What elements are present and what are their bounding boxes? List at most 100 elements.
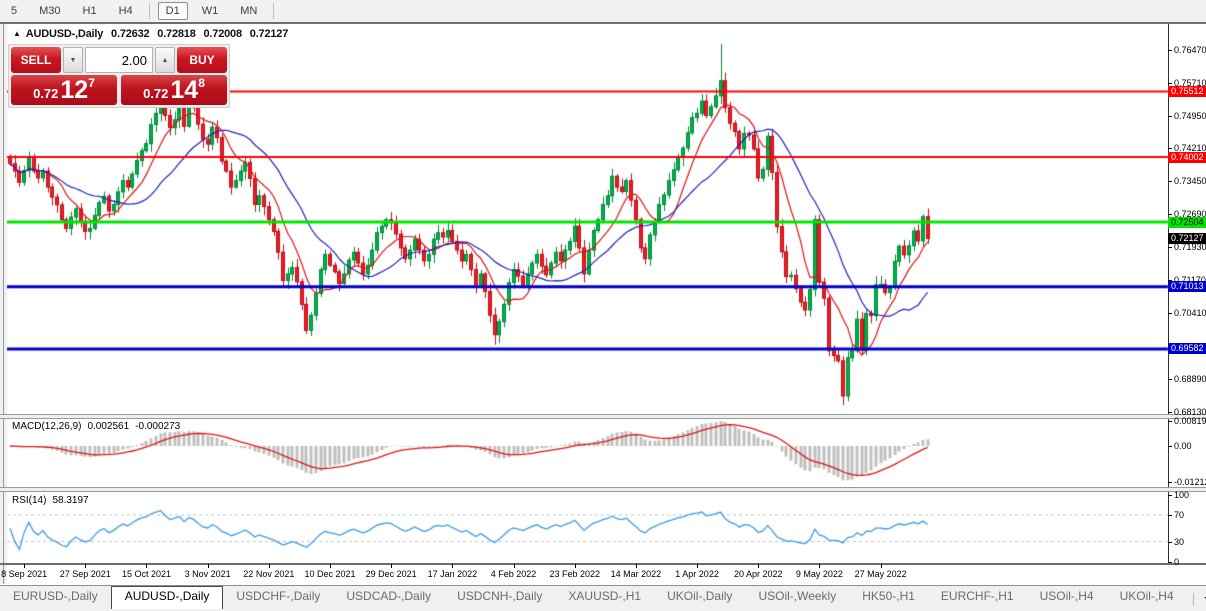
price-axis-tick xyxy=(1168,49,1172,51)
chart-tab-bar: EURUSD-,Daily AUDUSD-,Daily USDCHF-,Daily U… xyxy=(0,585,1206,611)
date-axis-tick xyxy=(268,564,270,568)
date-axis-label: 10 Dec 2021 xyxy=(304,569,356,579)
price-axis-tick xyxy=(1168,214,1172,216)
volume-input[interactable] xyxy=(85,47,153,73)
rsi-axis-tick xyxy=(1168,561,1172,563)
volume-increase-button[interactable]: ▲ xyxy=(155,47,175,73)
rsi-splitter[interactable] xyxy=(0,487,1206,492)
rsi-axis-label: 100 xyxy=(1174,490,1190,500)
price-axis-label: 0.72690 xyxy=(1174,209,1206,220)
date-axis-tick xyxy=(24,564,26,568)
buy-button[interactable]: BUY xyxy=(177,47,227,73)
macd-canvas[interactable] xyxy=(0,419,1206,487)
chart-tab-eurchf-h1[interactable]: EURCHF-,H1 xyxy=(940,589,1014,603)
toolbar-separator xyxy=(148,3,150,19)
price-axis-tick xyxy=(1168,280,1172,282)
date-axis-label: 4 Feb 2022 xyxy=(490,569,537,579)
collapse-arrow-icon[interactable]: ▲ xyxy=(13,29,21,38)
ohlc-open: 0.72632 xyxy=(111,28,150,40)
date-axis-tick xyxy=(452,564,454,568)
price-level-badge: 0.69582 xyxy=(1168,343,1206,355)
date-axis-tick xyxy=(758,564,760,568)
one-click-trading-widget: SELL ▼ ▲ BUY 0.72 12 7 0.72 14 8 xyxy=(8,44,230,108)
chart-tab-ukoil-h4[interactable]: UKOil-,H4 xyxy=(1119,589,1174,603)
ohlc-close: 0.72127 xyxy=(249,28,289,40)
tab-scroll-left-icon[interactable]: ◄ xyxy=(1203,593,1206,602)
chart-tab-usoil-weekly[interactable]: USOil-,Weekly xyxy=(758,589,837,603)
buy-price-display[interactable]: 0.72 14 8 xyxy=(121,75,227,105)
date-axis-label: 27 Sep 2021 xyxy=(59,569,111,579)
ohlc-low: 0.72008 xyxy=(203,28,243,40)
date-axis-label: 8 Sep 2021 xyxy=(1,569,48,579)
price-axis-tick xyxy=(1168,247,1172,249)
timeframe-button-d1[interactable]: D1 xyxy=(157,2,188,20)
timeframe-button-h1[interactable]: H1 xyxy=(82,5,97,17)
sell-button[interactable]: SELL xyxy=(11,47,61,73)
price-axis-label: 0.73450 xyxy=(1174,176,1206,187)
price-axis-tick xyxy=(1168,181,1172,183)
chart-tab-xauusd-h1[interactable]: XAUUSD-,H1 xyxy=(568,589,642,603)
date-axis-label: 1 Apr 2022 xyxy=(675,569,719,579)
sell-price-display[interactable]: 0.72 12 7 xyxy=(11,75,117,105)
price-axis-label: 0.76470 xyxy=(1174,44,1206,55)
price-axis-label: 0.75710 xyxy=(1174,77,1206,88)
rsi-canvas[interactable] xyxy=(0,492,1206,562)
volume-decrease-button[interactable]: ▼ xyxy=(63,47,83,73)
price-level-badge: 0.72504 xyxy=(1168,216,1206,228)
chart-title: ▲ AUDUSD-,Daily 0.72632 0.72818 0.72008 0… xyxy=(13,28,288,42)
price-axis-tick xyxy=(1168,412,1172,414)
chart-tab-usdchf-daily[interactable]: USDCHF-,Daily xyxy=(236,589,321,603)
price-axis-label: 0.74950 xyxy=(1174,110,1206,121)
sell-price-pip: 7 xyxy=(88,76,95,90)
macd-axis-label: 0.008197 xyxy=(1174,416,1206,427)
chart-tab-hk50-h1[interactable]: HK50-,H1 xyxy=(862,589,915,603)
timeframe-button-w1[interactable]: W1 xyxy=(201,5,219,17)
macd-axis-label: -0.01212 xyxy=(1174,477,1206,488)
price-axis-tick xyxy=(1168,313,1172,315)
chart-tab-eurusd-daily[interactable]: EURUSD-,Daily xyxy=(13,589,98,603)
date-axis-label: 9 May 2022 xyxy=(795,569,843,579)
price-axis-separator xyxy=(1168,24,1169,564)
buy-price-pip: 8 xyxy=(198,76,205,90)
date-axis-label: 15 Oct 2021 xyxy=(121,569,171,579)
price-level-badge: 0.74002 xyxy=(1168,151,1206,163)
rsi-axis-tick xyxy=(1168,514,1172,516)
date-axis-label: 20 Apr 2022 xyxy=(733,569,783,579)
timeframe-button-m30[interactable]: M30 xyxy=(39,5,61,17)
rsi-axis-tick xyxy=(1168,495,1172,496)
date-axis-tick xyxy=(635,564,637,568)
chart-tab-audusd-daily[interactable]: AUDUSD-,Daily xyxy=(110,586,224,609)
rsi-axis-label: 30 xyxy=(1174,536,1185,547)
timeframe-button-h4[interactable]: H4 xyxy=(118,5,133,17)
date-axis-separator xyxy=(0,563,1206,565)
timeframe-button-mn[interactable]: MN xyxy=(240,5,258,17)
chart-tab-usoil-h4[interactable]: USOil-,H4 xyxy=(1039,589,1094,603)
price-axis-label: 0.70410 xyxy=(1174,308,1206,319)
buy-price-big: 14 xyxy=(170,76,199,104)
date-axis-label: 17 Jan 2022 xyxy=(427,569,478,579)
date-axis-label: 27 May 2022 xyxy=(854,569,907,579)
sell-price-prefix: 0.72 xyxy=(33,85,59,101)
chart-tab-ukoil-daily[interactable]: UKOil-,Daily xyxy=(667,589,733,603)
macd-splitter[interactable] xyxy=(0,414,1206,419)
date-axis-tick xyxy=(146,564,148,568)
rsi-axis-tick xyxy=(1168,541,1172,543)
rsi-axis-label: 0 xyxy=(1174,556,1180,567)
chart-window-top-border xyxy=(0,22,1206,24)
rsi-indicator-label: RSI(14) 58.3197 xyxy=(12,495,89,506)
chart-tab-usdcnh-daily[interactable]: USDCNH-,Daily xyxy=(457,589,543,603)
date-axis-label: 14 Mar 2022 xyxy=(610,569,662,579)
price-level-badge: 0.71013 xyxy=(1168,281,1206,293)
date-axis-tick xyxy=(697,564,699,568)
price-axis-label: 0.71930 xyxy=(1174,242,1206,253)
date-axis-tick xyxy=(574,564,576,568)
chart-tab-usdcad-daily[interactable]: USDCAD-,Daily xyxy=(346,589,432,603)
macd-axis-tick xyxy=(1168,482,1172,484)
price-level-badge: 0.75512 xyxy=(1168,86,1206,97)
sell-price-big: 12 xyxy=(60,76,89,104)
date-axis-label: 22 Nov 2021 xyxy=(243,569,295,579)
timeframe-button-5[interactable]: 5 xyxy=(11,5,18,17)
date-axis-tick xyxy=(391,564,393,568)
macd-axis-label: 0.00 xyxy=(1174,441,1192,451)
